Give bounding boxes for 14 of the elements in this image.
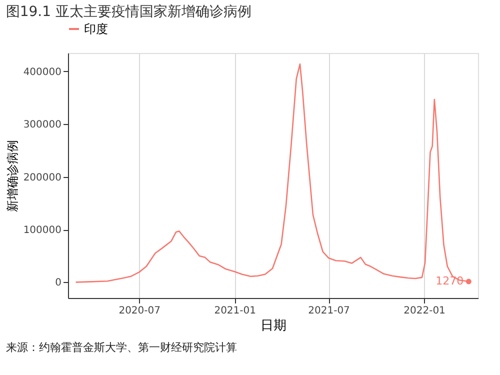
y-tick-label: 200000 xyxy=(23,172,62,184)
y-tick-label: 300000 xyxy=(23,120,62,131)
y-tick-label: 100000 xyxy=(23,225,62,236)
y-axis-title: 新增确诊病例 xyxy=(5,140,20,212)
x-tick-label: 2022-01 xyxy=(404,306,446,316)
x-tick-label: 2021-07 xyxy=(308,306,350,316)
y-tick-label: 0 xyxy=(55,278,62,289)
legend-label: 印度 xyxy=(84,22,108,36)
y-tick-label: 400000 xyxy=(23,66,62,78)
source-note: 来源：约翰霍普金斯大学、第一财经研究院计算 xyxy=(6,341,237,354)
x-axis-title: 日期 xyxy=(260,318,286,334)
chart-title: 图19.1 亚太主要疫情国家新增确诊病例 xyxy=(6,4,252,20)
x-tick-label: 2021-01 xyxy=(214,306,256,316)
x-tick-label: 2020-07 xyxy=(118,306,160,316)
